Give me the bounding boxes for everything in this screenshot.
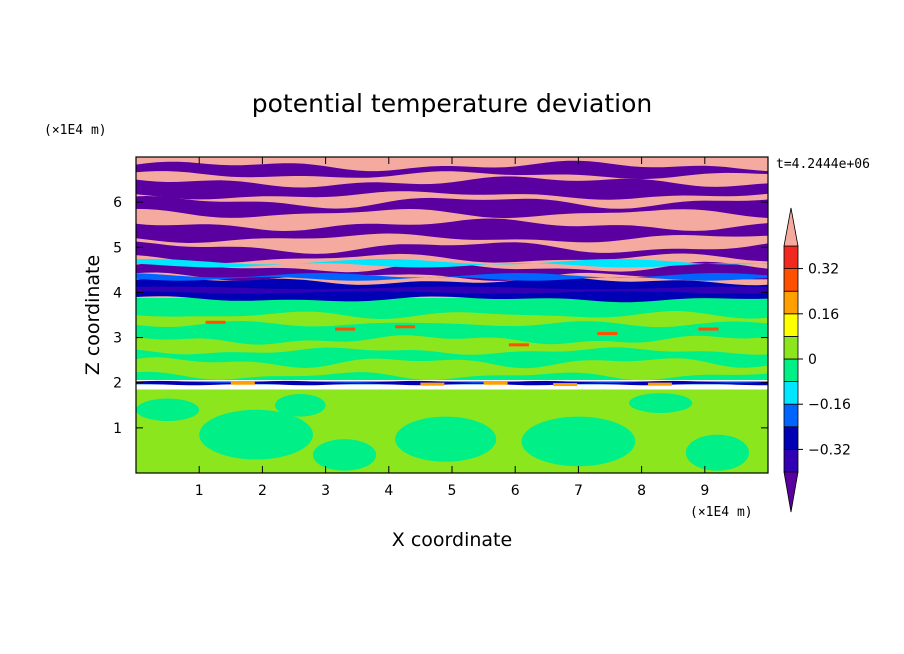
x-tick-label: 6 bbox=[511, 483, 520, 499]
mid-streak-3 bbox=[136, 311, 768, 328]
x-axis: 1 2 3 4 5 6 7 8 9 bbox=[195, 157, 709, 499]
lower-cell bbox=[136, 398, 200, 422]
mid-streak-2 bbox=[136, 335, 768, 355]
warm-speck bbox=[395, 325, 416, 329]
upper-band-6 bbox=[136, 160, 768, 180]
mid-streak-1 bbox=[136, 357, 768, 381]
lower-cell bbox=[312, 439, 377, 471]
colorbar-box bbox=[783, 403, 799, 428]
y-tick-label: 4 bbox=[113, 285, 122, 301]
inversion-core bbox=[136, 380, 768, 386]
colorbar-tick-label: 0.16 bbox=[808, 307, 839, 323]
colorbar-box bbox=[783, 426, 799, 450]
x-tick-label: 2 bbox=[258, 483, 267, 499]
warm-speck bbox=[230, 381, 255, 385]
colorbar-box bbox=[783, 381, 799, 405]
warm-speck bbox=[508, 343, 529, 347]
upper-trim-2 bbox=[136, 273, 768, 281]
warm-speck bbox=[553, 383, 578, 387]
lower-cell bbox=[521, 416, 636, 467]
warm-speck bbox=[483, 381, 508, 385]
x-tick-label: 3 bbox=[321, 483, 330, 499]
warm-speck bbox=[597, 332, 618, 336]
colorbar-bottom-arrow bbox=[783, 471, 799, 513]
lower-cell bbox=[628, 393, 693, 413]
colorbar-tick-label: 0.32 bbox=[808, 262, 839, 278]
upper-inversion-core bbox=[136, 286, 768, 294]
x-tick-label: 7 bbox=[574, 483, 583, 499]
y-axis-label: Z coordinate bbox=[82, 255, 104, 375]
upper-band-4 bbox=[136, 196, 768, 219]
warm-speck bbox=[335, 327, 356, 331]
y-tick-label: 2 bbox=[113, 376, 122, 392]
y-axis: 1 2 3 4 5 6 bbox=[113, 195, 768, 437]
x-tick-label: 1 bbox=[195, 483, 204, 499]
chart-title: potential temperature deviation bbox=[252, 89, 652, 118]
colorbar-box bbox=[783, 335, 799, 360]
warm-speck bbox=[420, 382, 445, 386]
y-unit-label: (×1E4 m) bbox=[44, 123, 107, 138]
colorbar-tick-label: −0.16 bbox=[808, 397, 851, 413]
upper-band-2 bbox=[136, 241, 768, 264]
warm-speck bbox=[698, 327, 719, 331]
y-tick-label: 3 bbox=[113, 331, 122, 347]
x-unit-label: (×1E4 m) bbox=[690, 505, 753, 520]
lower-cell bbox=[199, 409, 313, 460]
colorbar-box bbox=[783, 358, 799, 383]
colorbar: 0.32 0.16 0 −0.16 −0.32 bbox=[783, 207, 851, 513]
x-tick-label: 8 bbox=[637, 483, 646, 499]
time-label: t=4.2444e+06 bbox=[776, 157, 870, 172]
colorbar-tick-label: 0 bbox=[808, 352, 817, 368]
lower-cell bbox=[395, 416, 497, 462]
y-tick-label: 6 bbox=[113, 195, 122, 211]
upper-trim-1 bbox=[136, 259, 768, 268]
x-axis-label: X coordinate bbox=[392, 529, 512, 551]
x-tick-label: 4 bbox=[384, 483, 393, 499]
warm-speck bbox=[205, 320, 226, 324]
upper-band-5 bbox=[136, 176, 768, 200]
y-tick-label: 1 bbox=[113, 421, 122, 437]
colorbar-box bbox=[783, 268, 799, 292]
upper-band-3 bbox=[136, 218, 768, 243]
lower-cell bbox=[275, 394, 326, 417]
colorbar-box bbox=[783, 290, 799, 315]
lower-cell bbox=[685, 434, 750, 471]
colorbar-top-arrow bbox=[783, 207, 799, 247]
x-tick-label: 5 bbox=[448, 483, 457, 499]
colorbar-tick-label: −0.32 bbox=[808, 442, 851, 458]
colorbar-box bbox=[783, 313, 799, 337]
colorbar-box bbox=[783, 448, 799, 473]
colorbar-box bbox=[783, 245, 799, 270]
y-tick-label: 5 bbox=[113, 240, 122, 256]
x-tick-label: 9 bbox=[700, 483, 709, 499]
heatmap-field bbox=[136, 157, 768, 473]
warm-speck bbox=[647, 382, 672, 386]
